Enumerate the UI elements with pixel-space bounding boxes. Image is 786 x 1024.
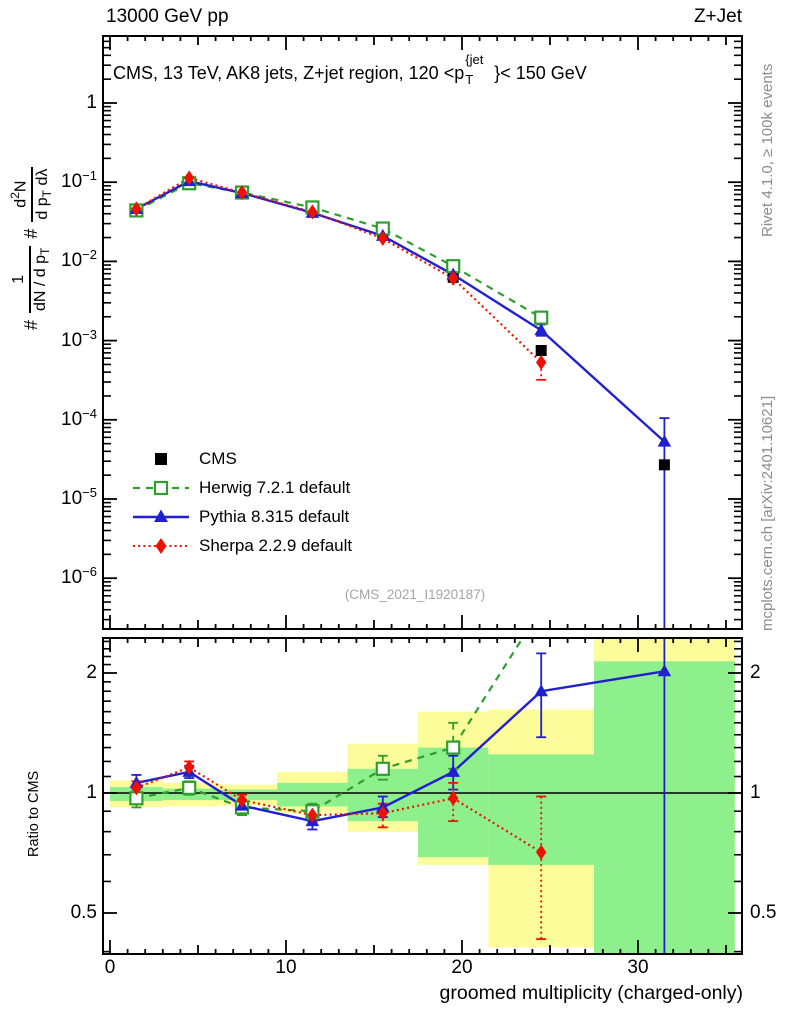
analysis-id-watermark: (CMS_2021_I1920187) — [344, 587, 486, 602]
ratio-y-tick-label-left: 2 — [86, 662, 97, 683]
plot-title-subscript: T — [465, 72, 474, 87]
main-y-tick-label: 10−3 — [61, 326, 97, 351]
plot-title-superscript: {jet — [465, 52, 484, 67]
main-y-tick-label: 10−6 — [61, 564, 97, 589]
plot-title: CMS, 13 TeV, AK8 jets, Z+jet region, 120… — [113, 52, 587, 87]
hash-symbol: # — [20, 228, 41, 239]
legend-label: Herwig 7.2.1 default — [199, 477, 351, 497]
hash-symbol: # — [20, 319, 41, 330]
main-y-axis-label: # 1 dN / d pT # d2N d pT dλ — [8, 166, 55, 330]
ratio-y-tick-label-right: 0.5 — [750, 902, 777, 923]
x-tick-label: 30 — [627, 957, 649, 978]
ratio-y-tick-label-left: 1 — [86, 782, 97, 803]
herwig-marker-icon — [133, 480, 189, 495]
ratio-y-tick-label-right: 1 — [750, 782, 761, 803]
x-tick-label: 0 — [104, 957, 116, 978]
ratio-y-tick-label-left: 0.5 — [70, 902, 97, 923]
x-tick-label: 10 — [275, 957, 297, 978]
legend: CMS Herwig 7.2.1 default Pythia 8.315 de… — [133, 444, 352, 560]
legend-label: Pythia 8.315 default — [199, 506, 350, 526]
x-axis-label: groomed multiplicity (charged-only) — [439, 982, 743, 1004]
rivet-version-note: Rivet 4.1.0, ≥ 100k events — [759, 63, 776, 237]
legend-item-pythia: Pythia 8.315 default — [133, 502, 352, 531]
ratio-y-axis-label: Ratio to CMS — [26, 770, 42, 857]
mcplots-credit-note: mcplots.cern.ch [arXiv:2401.10621] — [759, 395, 776, 631]
main-y-tick-label: 10−1 — [61, 168, 97, 193]
cms-marker-icon — [155, 452, 167, 465]
legend-label: Sherpa 2.2.9 default — [199, 535, 353, 555]
plot-title-text-end: }< 150 GeV — [494, 63, 587, 83]
pythia-marker-icon — [133, 509, 189, 522]
legend-label: CMS — [199, 448, 237, 468]
beam-energy-label: 13000 GeV pp — [106, 6, 229, 27]
d2n-fraction: d2N d pT dλ — [8, 166, 55, 222]
ratio-plot-svg — [102, 637, 743, 955]
main-y-tick-label: 1 — [86, 92, 97, 113]
ratio-y-tick-label-right: 2 — [750, 662, 761, 683]
sherpa-marker-icon — [133, 537, 189, 554]
main-y-tick-label: 10−5 — [61, 485, 97, 509]
legend-item-sherpa: Sherpa 2.2.9 default — [133, 531, 352, 560]
x-tick-label: 20 — [451, 957, 473, 978]
legend-item-herwig: Herwig 7.2.1 default — [133, 473, 352, 502]
legend-item-cms: CMS — [133, 444, 352, 473]
per-pt-fraction: 1 dN / d pT — [10, 245, 53, 313]
main-y-tick-label: 10−2 — [61, 247, 97, 272]
process-label: Z+Jet — [693, 6, 742, 27]
plot-title-text: CMS, 13 TeV, AK8 jets, Z+jet region, 120… — [113, 63, 465, 83]
main-y-tick-label: 10−4 — [61, 405, 97, 430]
main-plot-svg — [102, 35, 743, 630]
